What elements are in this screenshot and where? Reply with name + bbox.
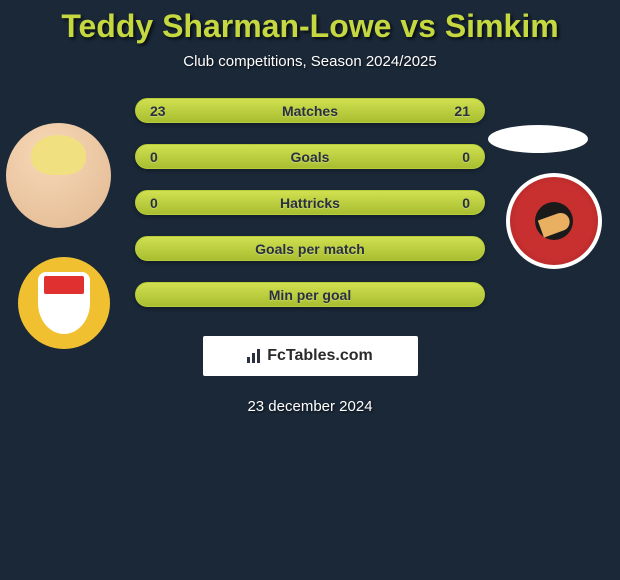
stat-row-matches: 23 Matches 21 <box>135 98 485 123</box>
stat-left-value: 23 <box>136 103 176 119</box>
stat-label: Hattricks <box>176 195 444 211</box>
stats-area: 23 Matches 21 0 Goals 0 0 Hattricks 0 Go… <box>0 98 620 328</box>
stat-row-min-per-goal: Min per goal <box>135 282 485 307</box>
comparison-card: Teddy Sharman-Lowe vs Simkim Club compet… <box>0 0 620 580</box>
subtitle: Club competitions, Season 2024/2025 <box>0 53 620 70</box>
stat-row-goals: 0 Goals 0 <box>135 144 485 169</box>
stat-left-value: 0 <box>136 195 176 211</box>
stat-right-value: 0 <box>444 195 484 211</box>
stat-row-goals-per-match: Goals per match <box>135 236 485 261</box>
branding-text: FcTables.com <box>267 347 373 365</box>
chart-icon <box>247 349 263 363</box>
stat-row-hattricks: 0 Hattricks 0 <box>135 190 485 215</box>
stat-label: Goals per match <box>176 241 444 257</box>
stat-left-value: 0 <box>136 149 176 165</box>
page-title: Teddy Sharman-Lowe vs Simkim <box>0 8 620 45</box>
stat-label: Goals <box>176 149 444 165</box>
stat-label: Min per goal <box>176 287 444 303</box>
stat-right-value: 0 <box>444 149 484 165</box>
stat-right-value: 21 <box>444 103 484 119</box>
branding-badge[interactable]: FcTables.com <box>203 336 418 376</box>
footer-date: 23 december 2024 <box>0 398 620 415</box>
stat-rows: 23 Matches 21 0 Goals 0 0 Hattricks 0 Go… <box>135 98 485 328</box>
stat-label: Matches <box>176 103 444 119</box>
